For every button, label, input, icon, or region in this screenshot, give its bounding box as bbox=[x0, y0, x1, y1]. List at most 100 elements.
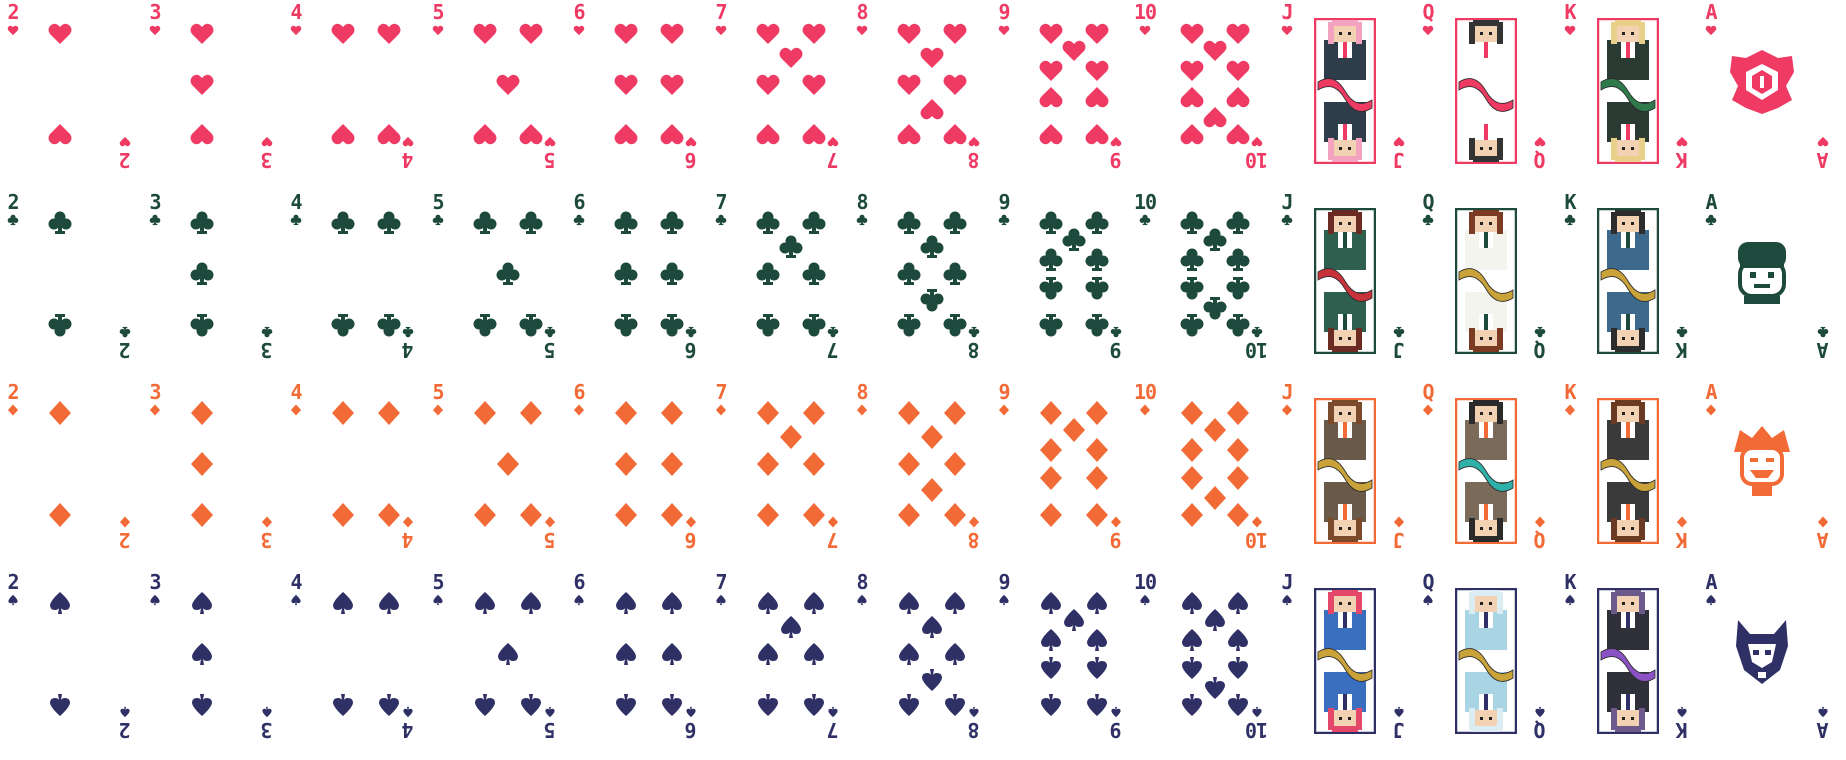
club-icon bbox=[189, 261, 215, 287]
card-corner-index: 3 bbox=[144, 192, 166, 227]
card-corner-index: 9 bbox=[1105, 705, 1127, 742]
heart-icon bbox=[7, 23, 19, 37]
spade-icon bbox=[47, 692, 73, 718]
rank-label: 2 bbox=[7, 0, 19, 24]
spade-icon bbox=[518, 692, 544, 718]
spade-icon bbox=[1225, 627, 1251, 653]
card-corner-index: 9 bbox=[993, 382, 1015, 417]
card-10-of-diamonds[interactable]: 10 10 bbox=[1132, 382, 1270, 554]
card-corner-index: 3 bbox=[256, 325, 278, 362]
spade-icon bbox=[1084, 692, 1110, 718]
club-icon bbox=[330, 210, 356, 236]
card-10-of-hearts[interactable]: 10 10 bbox=[1132, 2, 1270, 174]
heart-icon bbox=[1179, 57, 1205, 83]
heart-icon bbox=[896, 20, 922, 46]
diamond-icon bbox=[856, 403, 868, 417]
club-icon bbox=[1084, 275, 1110, 301]
card-corner-index: 5 bbox=[539, 705, 561, 742]
diamond-icon bbox=[801, 400, 827, 426]
rank-label: 5 bbox=[544, 528, 556, 552]
card-10-of-clubs[interactable]: 10 10 bbox=[1132, 192, 1270, 364]
spade-icon bbox=[755, 641, 781, 667]
rose-emblem-icon bbox=[1722, 42, 1802, 122]
rank-label: 2 bbox=[7, 380, 19, 404]
heart-icon bbox=[1202, 37, 1228, 63]
rank-label: 2 bbox=[119, 148, 131, 172]
diamond-icon bbox=[896, 451, 922, 477]
spade-icon bbox=[1705, 593, 1717, 607]
card-corner-index: 2 bbox=[114, 705, 136, 742]
king-portrait bbox=[1597, 208, 1659, 354]
rank-label: 10 bbox=[1133, 190, 1157, 214]
club-icon bbox=[330, 312, 356, 338]
card-corner-index: J bbox=[1388, 325, 1410, 362]
spade-icon bbox=[376, 692, 402, 718]
card-corner-index: 5 bbox=[539, 135, 561, 172]
club-icon bbox=[1225, 210, 1251, 236]
club-icon bbox=[1038, 210, 1064, 236]
heart-icon bbox=[1817, 135, 1829, 149]
card-10-of-spades[interactable]: 10 10 bbox=[1132, 572, 1270, 744]
card-corner-index: A bbox=[1812, 705, 1834, 742]
spade-icon bbox=[432, 593, 444, 607]
diamond-icon bbox=[896, 502, 922, 528]
spade-icon bbox=[856, 593, 868, 607]
heart-icon bbox=[715, 23, 727, 37]
club-icon bbox=[801, 261, 827, 287]
spade-icon bbox=[659, 590, 685, 616]
diamond-icon bbox=[659, 400, 685, 426]
diamond-icon bbox=[1202, 417, 1228, 443]
rank-label: J bbox=[1281, 0, 1293, 24]
diamond-icon bbox=[1422, 403, 1434, 417]
club-icon bbox=[1038, 247, 1064, 273]
